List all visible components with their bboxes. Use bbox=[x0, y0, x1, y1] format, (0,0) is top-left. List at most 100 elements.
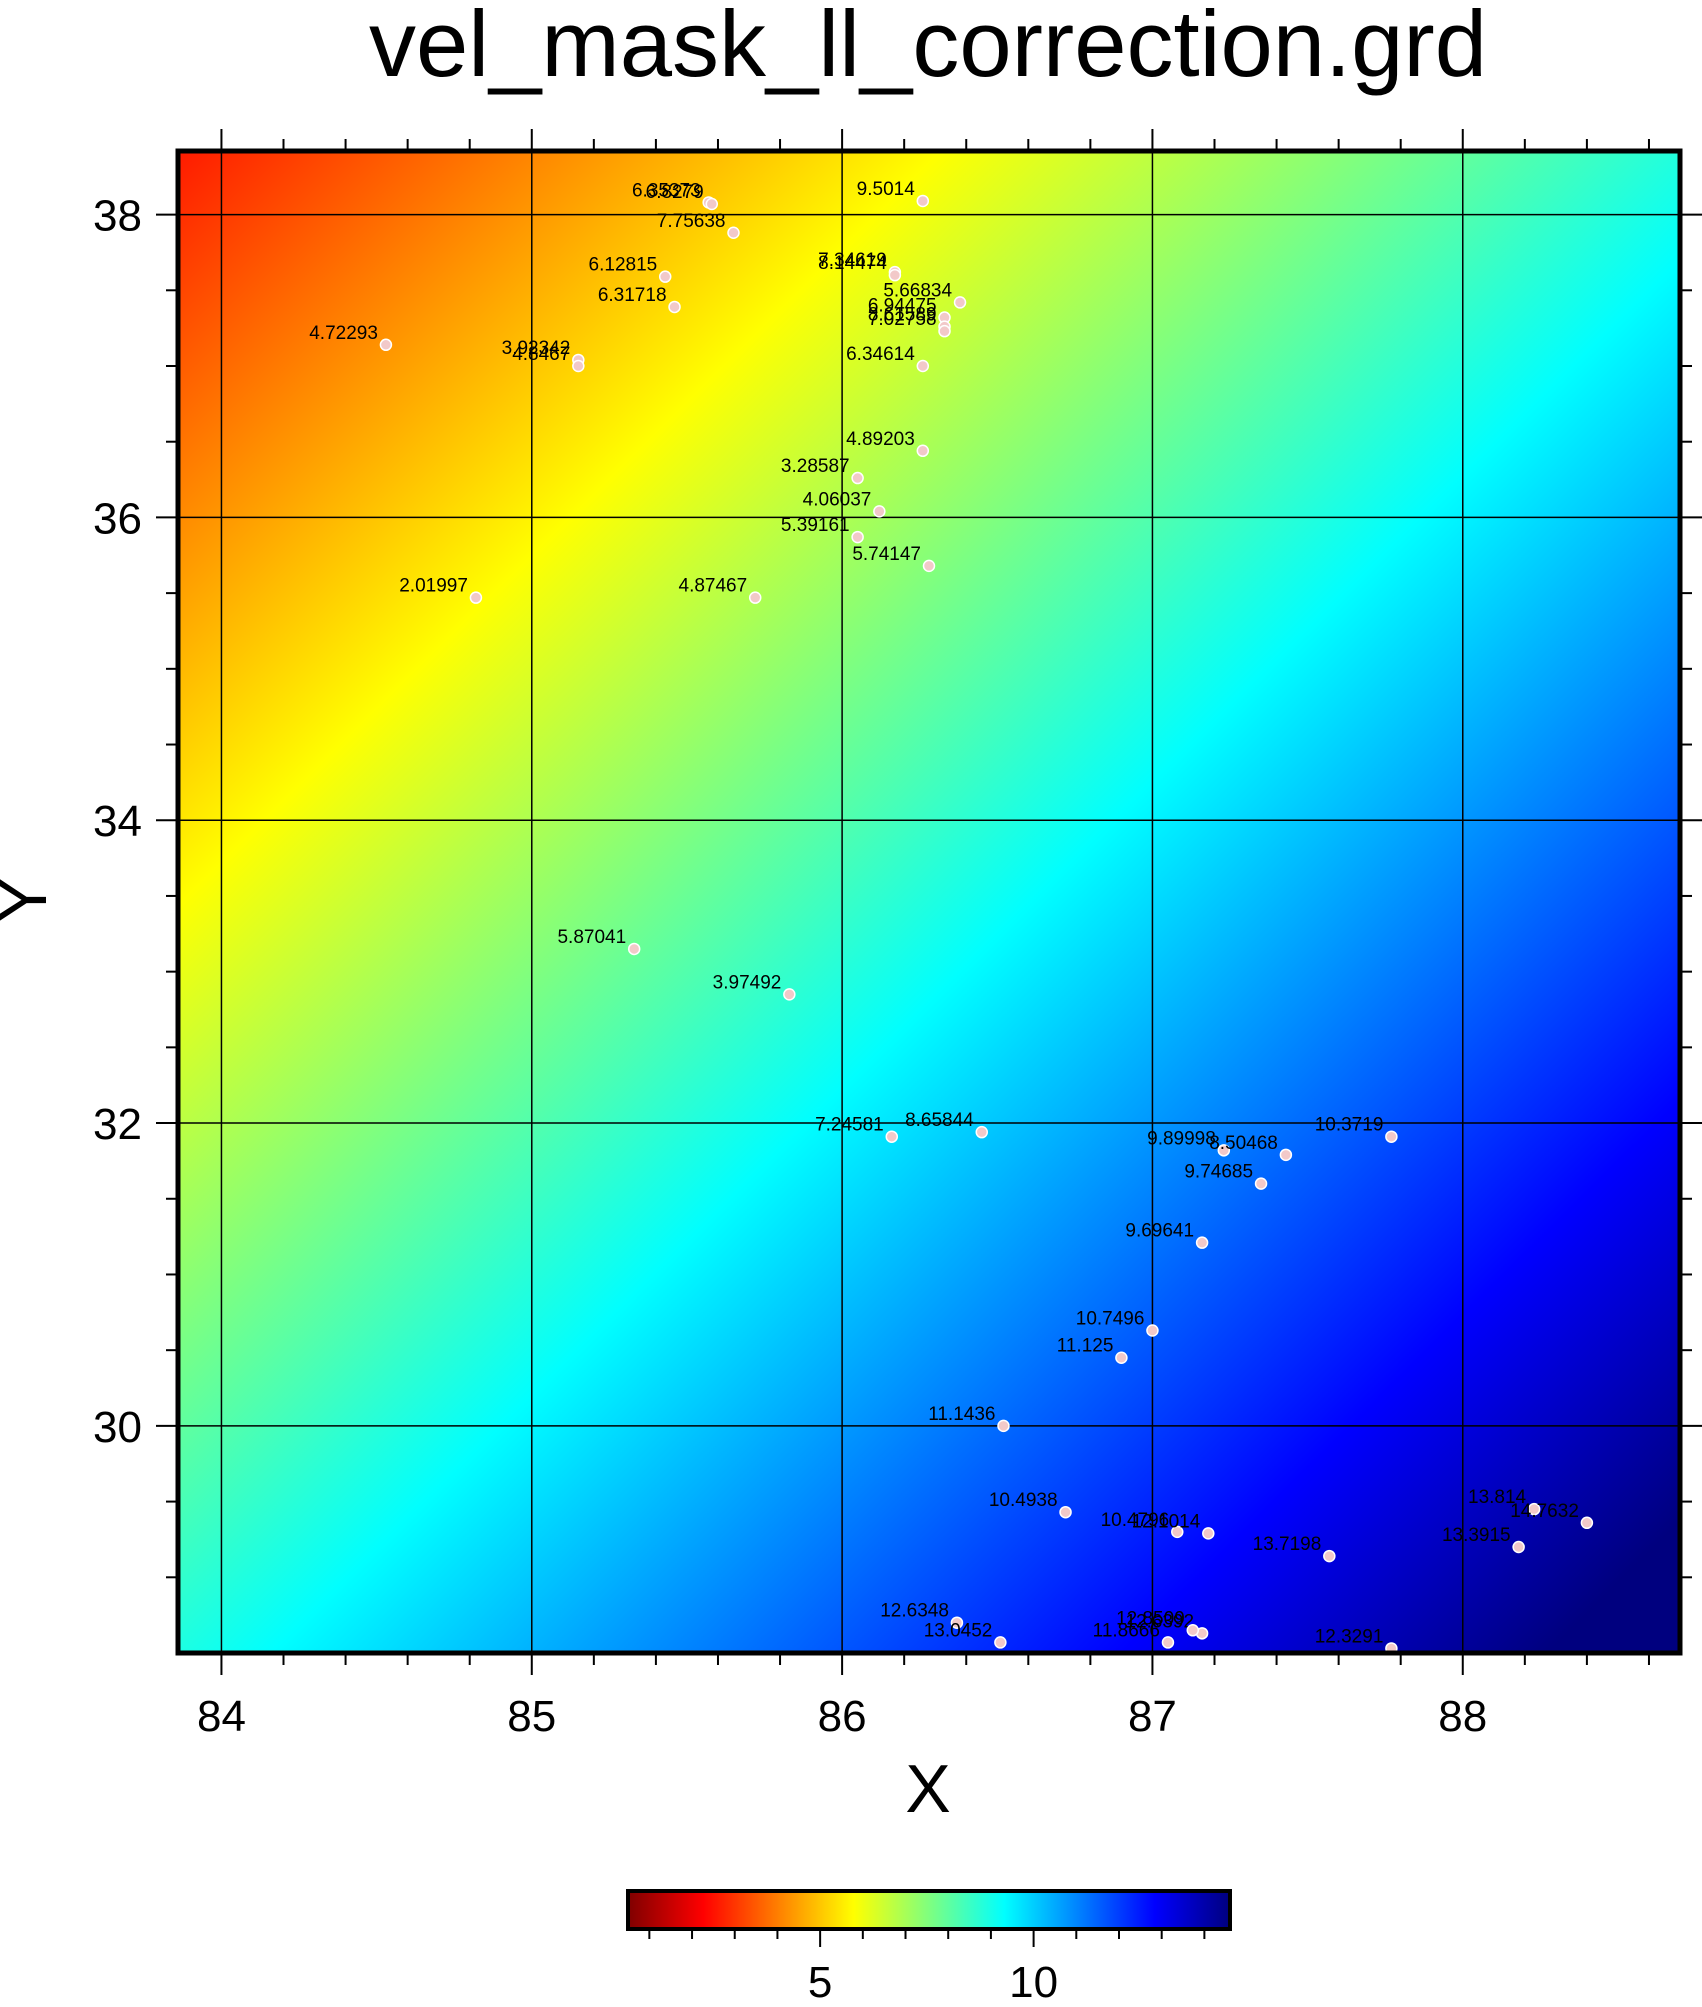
data-point-label: 7.24581 bbox=[815, 1115, 884, 1136]
x-tick-label: 88 bbox=[1438, 1692, 1487, 1741]
data-point-label: 13.0452 bbox=[924, 1620, 993, 1641]
y-tick-label: 32 bbox=[93, 1100, 142, 1149]
data-point bbox=[668, 300, 681, 314]
data-point bbox=[1146, 1324, 1159, 1337]
data-point bbox=[1385, 1642, 1398, 1653]
data-point bbox=[916, 359, 930, 373]
data-point bbox=[1580, 1516, 1594, 1530]
data-point-label: 12.1014 bbox=[1132, 1511, 1201, 1532]
data-point-label: 3.92342 bbox=[502, 338, 571, 359]
x-tick-label: 84 bbox=[197, 1692, 246, 1741]
x-tick-label: 87 bbox=[1128, 1692, 1177, 1741]
data-point bbox=[1323, 1549, 1336, 1563]
data-point-label: 8.50468 bbox=[1209, 1133, 1278, 1154]
x-tick-label: 86 bbox=[818, 1692, 867, 1741]
data-point bbox=[1512, 1540, 1525, 1554]
colorbar: 5 10 bbox=[626, 1889, 1232, 2007]
data-point bbox=[950, 1616, 964, 1629]
data-point bbox=[1171, 1525, 1184, 1539]
data-point-label: 4.72293 bbox=[309, 323, 378, 344]
data-point bbox=[938, 324, 951, 338]
data-point-label: 9.69641 bbox=[1125, 1221, 1194, 1242]
data-point bbox=[658, 270, 672, 283]
data-point bbox=[1254, 1177, 1268, 1190]
data-point bbox=[885, 1130, 899, 1143]
x-tick-label: 85 bbox=[507, 1692, 556, 1741]
grid-lines bbox=[178, 151, 1680, 1653]
colorbar-bar bbox=[626, 1889, 1232, 1931]
data-point-label: 13.7198 bbox=[1253, 1534, 1322, 1555]
data-point-label: 12.8509 bbox=[1116, 1608, 1185, 1629]
data-point bbox=[1385, 1130, 1398, 1143]
data-point-label: 8.61589 bbox=[868, 305, 937, 326]
data-point bbox=[1195, 1236, 1209, 1249]
data-point bbox=[572, 359, 585, 373]
data-point bbox=[873, 505, 886, 518]
data-point bbox=[705, 197, 719, 211]
data-point bbox=[1161, 1636, 1175, 1649]
data-point-label: 14.7632 bbox=[1510, 1501, 1579, 1522]
data-point-label: 6.12815 bbox=[589, 255, 658, 276]
chart-title: vel_mask_ll_correction.grd bbox=[369, 0, 1487, 96]
colorbar-tick-label: 5 bbox=[808, 1958, 832, 2007]
data-point-label: 4.06037 bbox=[803, 489, 872, 510]
data-point bbox=[1115, 1351, 1128, 1364]
y-tick-label: 34 bbox=[93, 797, 142, 846]
data-point bbox=[1059, 1505, 1072, 1519]
data-point bbox=[922, 559, 936, 573]
data-point-label: 6.94475 bbox=[868, 296, 937, 317]
data-point-label: 5.39161 bbox=[781, 515, 850, 536]
data-point-label: 7.34619 bbox=[818, 250, 887, 271]
data-point-label: 8.14474 bbox=[818, 253, 887, 274]
x-axis-label: X bbox=[905, 1751, 950, 1827]
data-point-label: 11.8666 bbox=[1093, 1620, 1160, 1641]
data-point-label: 5.87041 bbox=[557, 927, 626, 948]
data-point-label: 8.65844 bbox=[905, 1110, 974, 1131]
data-point-label: 12.3291 bbox=[1315, 1626, 1384, 1647]
data-point bbox=[1202, 1527, 1215, 1540]
data-point bbox=[1279, 1148, 1293, 1162]
data-point-label: 10.4938 bbox=[989, 1490, 1058, 1511]
data-point bbox=[783, 988, 796, 1001]
data-point bbox=[469, 591, 483, 604]
data-point-label: 13.814 bbox=[1468, 1487, 1527, 1508]
data-point-label: 11.1436 bbox=[928, 1404, 995, 1425]
data-point bbox=[851, 471, 864, 485]
data-point-label: 12.6348 bbox=[880, 1601, 949, 1622]
y-tick-label: 38 bbox=[93, 192, 142, 241]
data-point bbox=[1217, 1144, 1231, 1157]
data-point-label: 7.75638 bbox=[657, 211, 726, 232]
data-point-label: 10.4796 bbox=[1101, 1510, 1170, 1531]
data-point-label: 4.8467 bbox=[512, 344, 570, 365]
data-point bbox=[997, 1419, 1010, 1433]
data-point bbox=[748, 591, 762, 604]
colorbar-ticks: 5 10 bbox=[648, 1929, 1206, 2007]
data-point-label: 9.89998 bbox=[1147, 1128, 1216, 1149]
data-point bbox=[379, 338, 393, 352]
data-point bbox=[851, 530, 864, 544]
y-tick-label: 36 bbox=[93, 494, 142, 543]
plot-frame bbox=[175, 148, 1683, 1656]
data-point-label: 10.3719 bbox=[1315, 1115, 1384, 1136]
heatmap-field bbox=[178, 151, 1680, 1653]
data-point-label: 5.74147 bbox=[852, 544, 921, 565]
axis-ticks: 84 85 86 87 88 30 32 34 36 38 bbox=[93, 129, 1702, 1741]
data-point bbox=[888, 268, 902, 282]
data-point-label: 7.02758 bbox=[868, 309, 937, 330]
data-point bbox=[1527, 1502, 1541, 1516]
data-point bbox=[916, 444, 930, 458]
data-point-label: 6.35373 bbox=[632, 180, 701, 201]
data-point bbox=[953, 296, 967, 309]
data-point-label: 6.31718 bbox=[598, 285, 667, 306]
data-point-label: 4.89203 bbox=[846, 429, 915, 450]
data-point-label: 2.01997 bbox=[399, 576, 468, 597]
data-point-label: 10.7496 bbox=[1076, 1308, 1145, 1329]
y-tick-label: 30 bbox=[93, 1403, 142, 1452]
data-point-label: 9.5014 bbox=[857, 179, 916, 200]
data-point-label: 6.8279 bbox=[646, 182, 704, 203]
data-point-label: 11.125 bbox=[1057, 1336, 1114, 1357]
data-point-label: 12.6392 bbox=[1125, 1611, 1194, 1632]
